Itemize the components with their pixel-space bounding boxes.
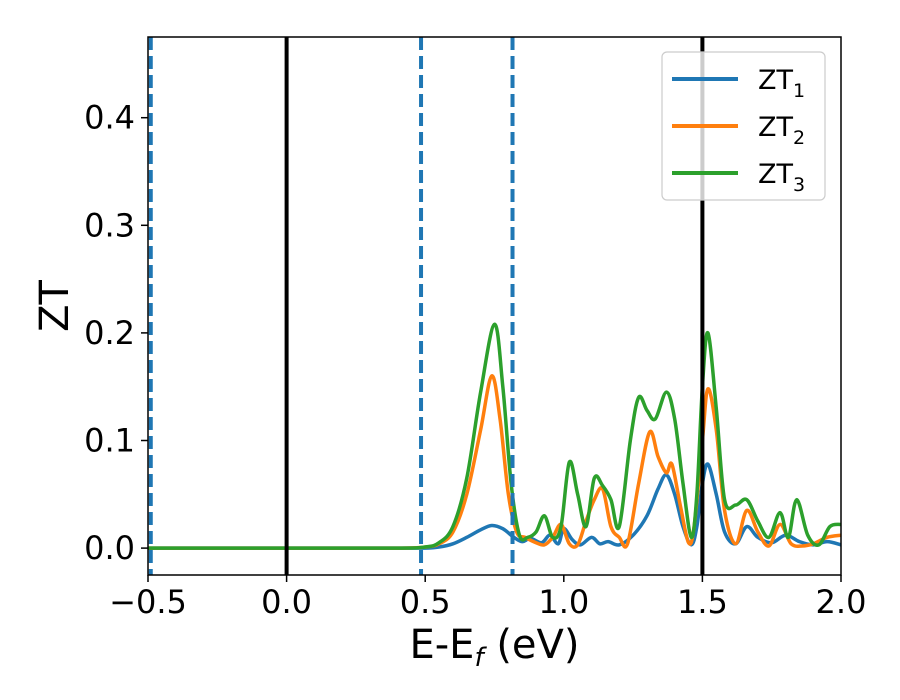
y-tick-label: 0.3 [84,206,135,244]
legend-label-zt3: ZT3 [758,159,805,196]
series-layer [148,322,841,550]
x-axis-label-main: E-E [409,622,474,668]
y-tick-label: 0.2 [84,314,135,352]
series-line-zt3 [148,322,841,550]
legend-label-zt1: ZT1 [758,65,805,102]
vline-layer [148,37,705,575]
x-tick-label: −0.5 [109,583,187,621]
legend: ZT1 ZT2 ZT3 [661,51,826,201]
x-tick-label: 0.0 [261,583,312,621]
y-tick-label: 0.0 [84,529,135,567]
series-line-zt2 [148,374,841,550]
series-line-zt1 [148,462,841,550]
x-tick-label: 1.0 [538,583,589,621]
y-axis-label: ZT [32,280,78,332]
x-axis-label: E-Ef (eV) [409,622,579,673]
y-tick-label: 0.4 [84,99,135,137]
plot-frame [147,36,842,576]
x-tick-label: 1.5 [677,583,728,621]
legend-box [661,51,826,201]
x-axis-label-tail: (eV) [484,622,580,668]
legend-label-zt2: ZT2 [758,112,805,149]
x-tick-label: 0.5 [400,583,451,621]
x-tick-label: 2.0 [816,583,867,621]
tick-layer: −0.5 0.0 0.5 1.0 1.5 2.0 0.0 0.1 0.2 0.3 0.4 [84,99,866,621]
y-tick-label: 0.1 [84,422,135,460]
